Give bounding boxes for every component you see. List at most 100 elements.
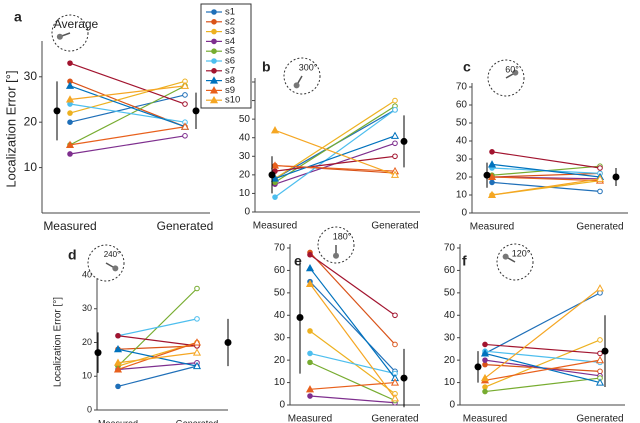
inset-label: 120°	[512, 248, 531, 258]
marker	[209, 76, 219, 84]
panel-letter: e	[294, 253, 302, 269]
x-tick-label: Measured	[98, 418, 138, 423]
inset-label: 240°	[104, 250, 121, 259]
marker	[67, 110, 73, 116]
inset-dot	[502, 253, 509, 260]
inset-dot	[293, 82, 300, 89]
y-tick-label: 30	[24, 69, 38, 83]
marker	[67, 119, 73, 125]
marker	[67, 151, 73, 157]
series-line	[117, 352, 198, 364]
series-line	[484, 343, 601, 355]
x-tick-label: Generated	[176, 418, 219, 423]
marker	[194, 316, 200, 322]
marker	[489, 179, 495, 186]
x-tick-label: Generated	[371, 221, 418, 232]
x-tick-label: Measured	[43, 219, 96, 233]
marker	[307, 359, 313, 366]
series-line	[309, 281, 396, 372]
marker	[305, 279, 315, 287]
mean-marker	[268, 171, 276, 179]
marker	[211, 9, 217, 15]
series-line	[484, 352, 601, 384]
y-tick-label: 60	[274, 265, 286, 276]
y-tick-label: 0	[461, 208, 467, 219]
legend-label: s2	[225, 16, 235, 27]
series-line	[69, 85, 186, 128]
series-line	[69, 62, 186, 105]
y-tick-label: 30	[456, 154, 468, 165]
marker	[392, 107, 398, 113]
marker	[67, 60, 73, 66]
mean-marker	[296, 314, 304, 322]
series-line	[309, 283, 396, 399]
series-line	[491, 163, 601, 178]
series-line	[309, 381, 396, 390]
inset-dot	[56, 33, 63, 40]
panel-letter: f	[462, 253, 467, 269]
marker	[595, 284, 605, 292]
series-line	[117, 318, 198, 337]
x-tick-label: Measured	[470, 222, 514, 233]
marker	[482, 341, 488, 348]
series-line	[69, 80, 186, 114]
legend-label: s1	[225, 7, 235, 18]
y-tick-label: 20	[82, 337, 92, 347]
marker	[480, 349, 490, 357]
series-line	[274, 100, 396, 180]
mean-marker	[224, 339, 232, 346]
marker	[211, 38, 217, 45]
y-tick-label: 40	[274, 310, 286, 321]
inset-label: 180°	[333, 231, 352, 241]
marker	[270, 174, 280, 182]
legend-label: s4	[225, 36, 235, 47]
panel-letter: c	[463, 59, 471, 75]
marker	[113, 345, 123, 353]
y-tick-label: 50	[456, 118, 468, 129]
mean-marker	[474, 363, 482, 371]
y-tick-label: 40	[456, 136, 468, 147]
mean-marker	[192, 107, 200, 115]
y-tick-label: 0	[244, 207, 250, 218]
marker	[272, 194, 278, 200]
marker	[482, 384, 488, 390]
legend-label: s10	[225, 95, 240, 106]
marker	[307, 251, 313, 258]
mean-marker	[400, 374, 408, 382]
series-line	[69, 85, 186, 146]
y-tick-label: 60	[444, 265, 456, 276]
series-line	[309, 395, 396, 404]
series-line	[274, 105, 396, 183]
marker	[65, 140, 75, 148]
inset-label: 60°	[505, 64, 519, 74]
y-tick-label: 20	[274, 355, 286, 366]
series-line	[309, 361, 396, 402]
inset-dot	[512, 69, 519, 76]
marker	[209, 95, 219, 104]
y-tick-label: 20	[456, 172, 468, 183]
y-tick-label: 20	[444, 355, 456, 366]
y-axis-label: Localization Error [°]	[53, 297, 64, 387]
marker	[113, 365, 123, 373]
marker	[307, 393, 313, 399]
marker	[390, 170, 400, 178]
marker	[305, 263, 315, 272]
marker	[180, 122, 190, 130]
series-line	[484, 350, 601, 363]
marker	[182, 92, 188, 98]
y-tick-label: 50	[239, 114, 251, 125]
mean-marker	[483, 171, 491, 179]
marker	[595, 174, 605, 182]
x-tick-label: Generated	[157, 219, 214, 233]
y-tick-label: 10	[239, 188, 251, 199]
legend-label: s9	[225, 85, 235, 96]
series-line	[117, 341, 198, 371]
panel-letter: a	[14, 9, 22, 25]
x-tick-label: Generated	[576, 414, 623, 423]
marker	[597, 350, 603, 357]
y-tick-label: 20	[24, 114, 38, 128]
mean-marker	[400, 137, 408, 145]
y-tick-label: 0	[449, 400, 455, 411]
series-line	[309, 252, 396, 345]
marker	[270, 161, 280, 169]
